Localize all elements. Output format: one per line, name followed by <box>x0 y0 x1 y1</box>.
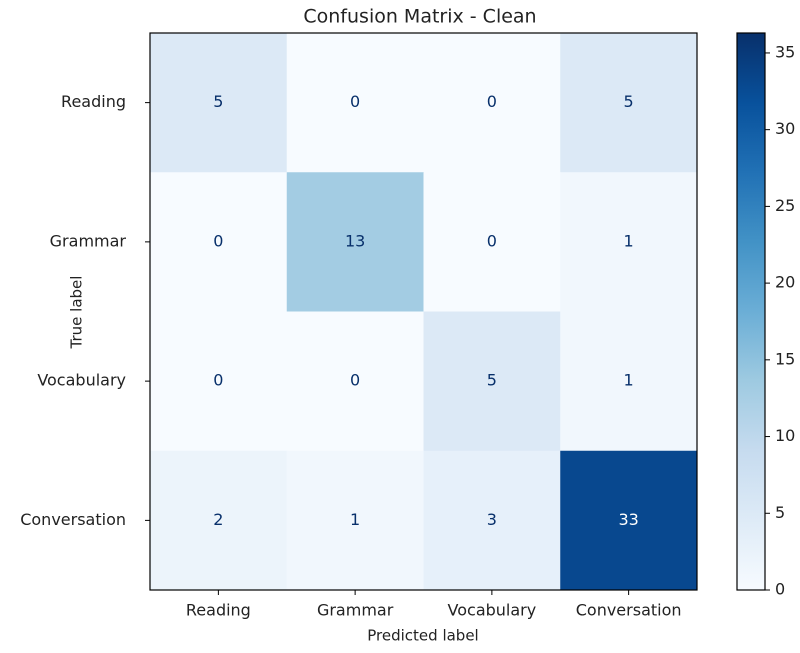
cell <box>423 450 561 591</box>
cell <box>286 311 424 452</box>
cell <box>560 172 698 312</box>
colorbar-tick-label: 35 <box>775 42 795 61</box>
cell-label: 3 <box>487 510 497 529</box>
cell <box>150 311 288 452</box>
y-tick-label: Vocabulary <box>37 371 126 390</box>
colorbar-tick-label: 10 <box>775 426 795 445</box>
cell-label: 0 <box>350 371 360 390</box>
cell <box>560 450 698 591</box>
colorbar-tick-label: 25 <box>775 196 795 215</box>
x-axis-label: Predicted label <box>367 627 478 645</box>
colorbar-tick-label: 0 <box>775 580 785 599</box>
cell-label: 0 <box>213 371 223 390</box>
cell-label: 0 <box>350 92 360 111</box>
cell <box>150 33 288 173</box>
x-tick-label: Grammar <box>317 601 394 620</box>
cell-label: 0 <box>487 231 497 250</box>
colorbar-tick-label: 15 <box>775 349 795 368</box>
cell-label: 5 <box>213 92 223 111</box>
cell <box>423 172 561 312</box>
cell <box>423 33 561 173</box>
y-axis-label: True label <box>68 276 86 350</box>
plot-frame <box>149 32 698 591</box>
x-tick-label: Vocabulary <box>448 601 537 620</box>
cell-label: 5 <box>624 92 634 111</box>
cell-label: 5 <box>487 371 497 390</box>
colorbar-tick-label: 20 <box>775 273 795 292</box>
cell <box>560 311 698 452</box>
colorbar-tick-label: 30 <box>775 119 795 138</box>
y-tick-label: Reading <box>61 92 126 111</box>
cell <box>560 33 698 173</box>
y-tick-label: Conversation <box>20 510 126 529</box>
cell <box>286 450 424 591</box>
x-tick-label: Reading <box>186 601 251 620</box>
cell <box>286 172 424 312</box>
cell <box>150 450 288 591</box>
x-tick-label: Conversation <box>576 601 682 620</box>
cell-label: 0 <box>487 92 497 111</box>
colorbar-tick-label: 5 <box>775 503 785 522</box>
y-tick-label: Grammar <box>50 231 127 250</box>
cell <box>286 33 424 173</box>
cell <box>150 172 288 312</box>
cell-label: 1 <box>624 231 634 250</box>
cell-label: 1 <box>350 510 360 529</box>
cell <box>423 311 561 452</box>
chart-title: Confusion Matrix - Clean <box>303 6 536 28</box>
cell-label: 2 <box>213 510 223 529</box>
cell-label: 13 <box>345 231 365 250</box>
colorbar <box>736 32 766 591</box>
cell-label: 33 <box>618 510 638 529</box>
cell-label: 0 <box>213 231 223 250</box>
cell-label: 1 <box>624 371 634 390</box>
